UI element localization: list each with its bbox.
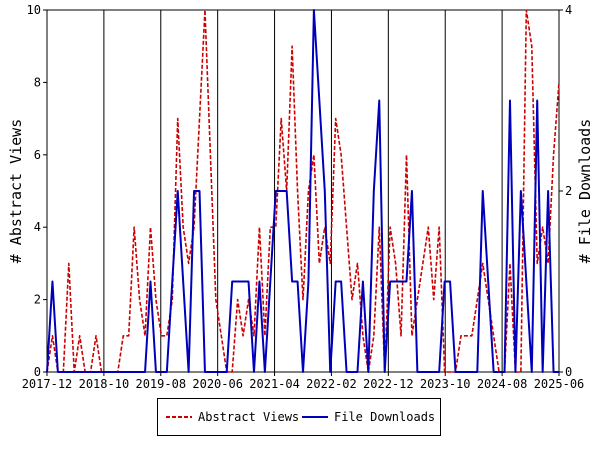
y-left-tick-label: 0 — [34, 365, 41, 379]
x-tick-label: 2025-06 — [534, 377, 585, 391]
y-left-tick-label: 4 — [34, 220, 41, 234]
legend-label-abstract-views: Abstract Views — [198, 410, 300, 424]
y-right-tick-label: 4 — [565, 3, 572, 17]
legend: Abstract Views File Downloads — [157, 398, 441, 436]
vertical-grid — [103, 10, 503, 372]
legend-label-file-downloads: File Downloads — [334, 410, 436, 424]
x-tick-label: 2018-10 — [79, 377, 130, 391]
x-tick-label: 2017-12 — [22, 377, 73, 391]
x-tick-label: 2024-08 — [477, 377, 528, 391]
series-layer — [46, 9, 560, 373]
axis-ticks: 2017-12 2018-10 2019-08 2020-06 2021-04 2022-… — [22, 3, 585, 391]
x-tick-label: 2019-08 — [135, 377, 186, 391]
abstract-views-line — [46, 9, 560, 373]
x-tick-label: 2021-04 — [249, 377, 300, 391]
y-left-axis-title: # Abstract Views — [7, 119, 25, 264]
y-left-tick-label: 2 — [34, 293, 41, 307]
legend-swatch-file-downloads — [302, 416, 328, 418]
legend-swatch-abstract-views — [166, 416, 192, 418]
y-left-tick-label: 10 — [27, 3, 41, 17]
y-left-tick-label: 8 — [34, 75, 41, 89]
file-downloads-line — [46, 9, 559, 373]
x-tick-label: 2022-12 — [363, 377, 414, 391]
x-tick-label: 2022-02 — [306, 377, 357, 391]
x-tick-label: 2023-10 — [420, 377, 471, 391]
y-right-axis-title: # File Downloads — [576, 119, 594, 264]
y-left-tick-label: 6 — [34, 148, 41, 162]
y-right-tick-label: 2 — [565, 184, 572, 198]
x-tick-label: 2020-06 — [192, 377, 243, 391]
y-right-tick-label: 0 — [565, 365, 572, 379]
